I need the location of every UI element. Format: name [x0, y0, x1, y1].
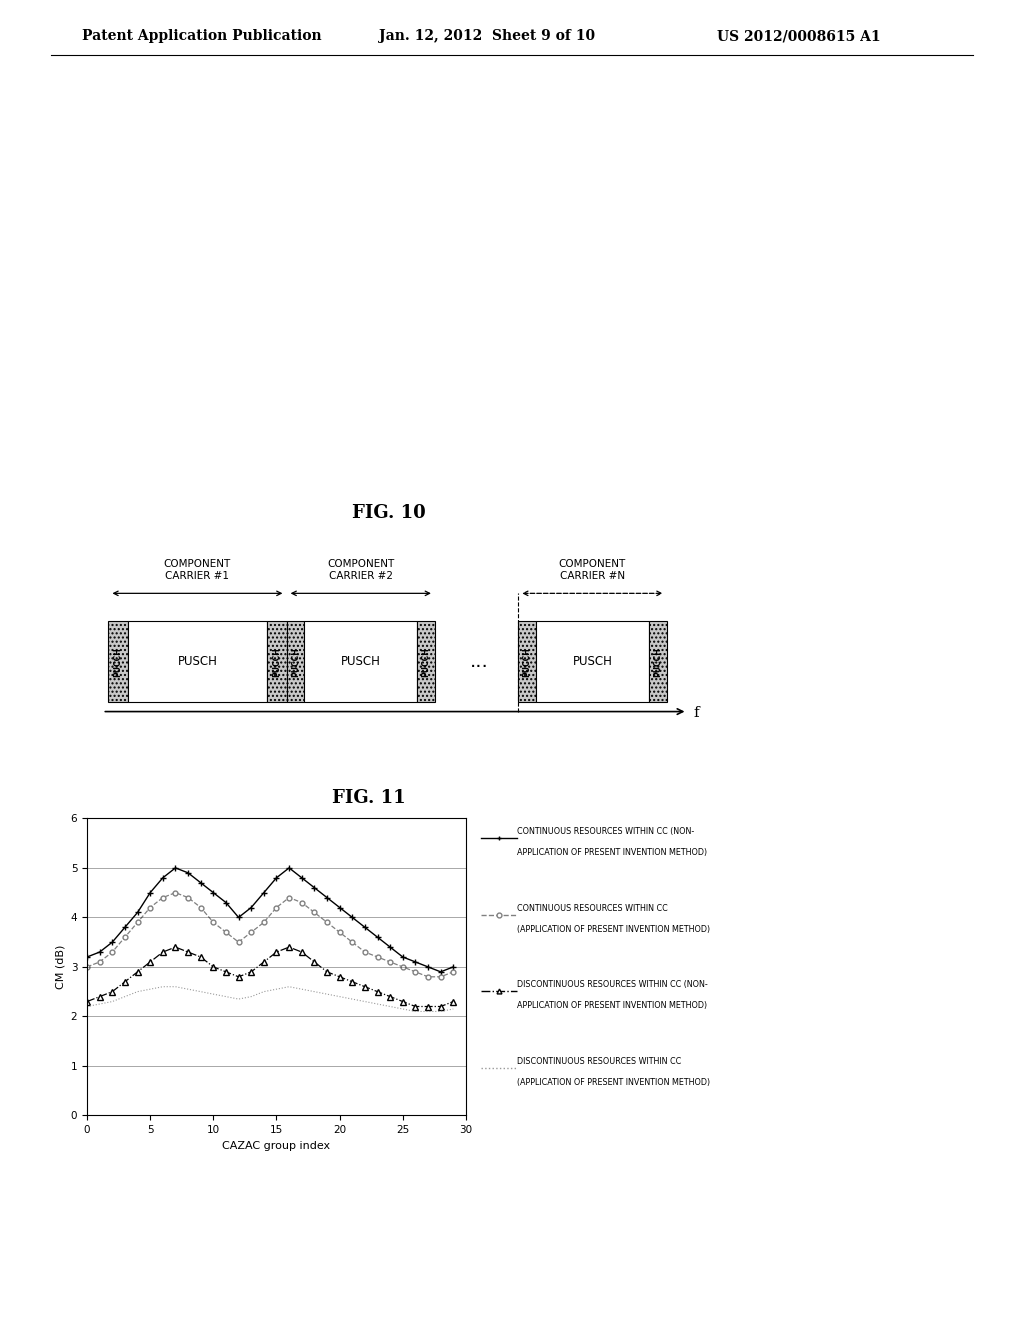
Text: (APPLICATION OF PRESENT INVENTION METHOD): (APPLICATION OF PRESENT INVENTION METHOD… [517, 925, 711, 933]
Text: PUCCH: PUCCH [522, 647, 531, 677]
Text: FIG. 10: FIG. 10 [352, 504, 426, 523]
Text: PUCCH: PUCCH [291, 647, 300, 677]
Bar [267, 622, 287, 702]
Text: FIG. 11: FIG. 11 [332, 789, 406, 808]
Text: APPLICATION OF PRESENT INVENTION METHOD): APPLICATION OF PRESENT INVENTION METHOD) [517, 1002, 708, 1010]
Text: PUCCH: PUCCH [653, 647, 663, 677]
Text: DISCONTINUOUS RESOURCES WITHIN CC: DISCONTINUOUS RESOURCES WITHIN CC [517, 1057, 681, 1065]
Text: COMPONENT
CARRIER #1: COMPONENT CARRIER #1 [164, 560, 231, 581]
Text: PUCCH: PUCCH [422, 647, 430, 677]
Text: US 2012/0008615 A1: US 2012/0008615 A1 [717, 29, 881, 44]
Text: Patent Application Publication: Patent Application Publication [82, 29, 322, 44]
Text: f: f [693, 706, 699, 721]
Bar [109, 622, 128, 702]
Text: PUSCH: PUSCH [572, 655, 612, 668]
Bar [518, 622, 536, 702]
Text: Jan. 12, 2012  Sheet 9 of 10: Jan. 12, 2012 Sheet 9 of 10 [379, 29, 595, 44]
Bar [304, 622, 417, 702]
X-axis label: CAZAC group index: CAZAC group index [222, 1140, 331, 1151]
Text: CONTINUOUS RESOURCES WITHIN CC: CONTINUOUS RESOURCES WITHIN CC [517, 904, 668, 912]
Y-axis label: CM (dB): CM (dB) [55, 945, 66, 989]
Text: PUSCH: PUSCH [341, 655, 381, 668]
Bar [649, 622, 667, 702]
Bar [417, 622, 435, 702]
Bar [287, 622, 304, 702]
Bar [128, 622, 267, 702]
Text: PUCCH: PUCCH [272, 647, 282, 677]
Text: COMPONENT
CARRIER #2: COMPONENT CARRIER #2 [327, 560, 394, 581]
Text: COMPONENT
CARRIER #N: COMPONENT CARRIER #N [559, 560, 626, 581]
Text: (APPLICATION OF PRESENT INVENTION METHOD): (APPLICATION OF PRESENT INVENTION METHOD… [517, 1078, 711, 1086]
Bar [536, 622, 649, 702]
Text: CONTINUOUS RESOURCES WITHIN CC (NON-: CONTINUOUS RESOURCES WITHIN CC (NON- [517, 828, 694, 836]
Text: ...: ... [470, 652, 488, 672]
Text: PUCCH: PUCCH [114, 647, 123, 677]
Text: DISCONTINUOUS RESOURCES WITHIN CC (NON-: DISCONTINUOUS RESOURCES WITHIN CC (NON- [517, 981, 708, 989]
Text: PUSCH: PUSCH [177, 655, 217, 668]
Text: APPLICATION OF PRESENT INVENTION METHOD): APPLICATION OF PRESENT INVENTION METHOD) [517, 849, 708, 857]
